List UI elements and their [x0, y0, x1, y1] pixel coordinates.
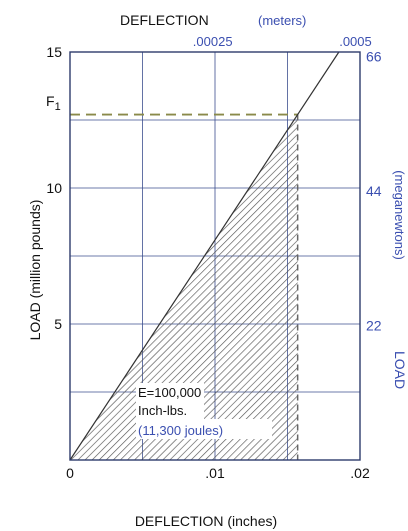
x-tick-label-bottom: 0: [66, 465, 74, 481]
y-tick-label-right: 22: [366, 317, 382, 333]
x-tick-label-bottom: .02: [350, 465, 370, 481]
x-tick-label-top: .00025: [193, 34, 233, 49]
load-deflection-line: [69, 51, 340, 461]
y-axis-left-label: LOAD (million pounds): [27, 200, 43, 341]
energy-metric-label: (11,300 joules): [138, 423, 223, 438]
energy-unit-label: Inch-lbs.: [138, 403, 187, 418]
plot-frame: [69, 51, 361, 461]
f1-letter: F: [46, 93, 55, 109]
f1-label: F1: [46, 93, 61, 113]
x-tick-label-top: .0005: [339, 34, 372, 49]
y-tick-label-left: 5: [54, 316, 62, 332]
x-axis-top-unit: (meters): [258, 13, 306, 28]
y-tick-label-left: 15: [46, 44, 62, 60]
x-axis-top-label: DEFLECTION: [120, 12, 209, 28]
y-tick-label-right: 44: [366, 183, 382, 199]
x-axis-bottom-label: DEFLECTION (inches): [135, 513, 277, 529]
energy-metric-background: [136, 419, 272, 439]
y-tick-label-left: 10: [46, 180, 62, 196]
x-tick-label-bottom: .01: [205, 465, 225, 481]
energy-label: E=100,000: [138, 385, 201, 400]
energy-label-background: [136, 383, 204, 419]
y-axis-right-unit: (meganewtons): [392, 170, 407, 260]
tick-labels: 0 .01 .02 5 10 15 .00025 .0005 22 44 66: [46, 34, 381, 481]
y-axis-right-label: LOAD: [392, 351, 408, 389]
y-tick-label-right: 66: [366, 48, 382, 64]
f1-subscript: 1: [55, 101, 61, 113]
